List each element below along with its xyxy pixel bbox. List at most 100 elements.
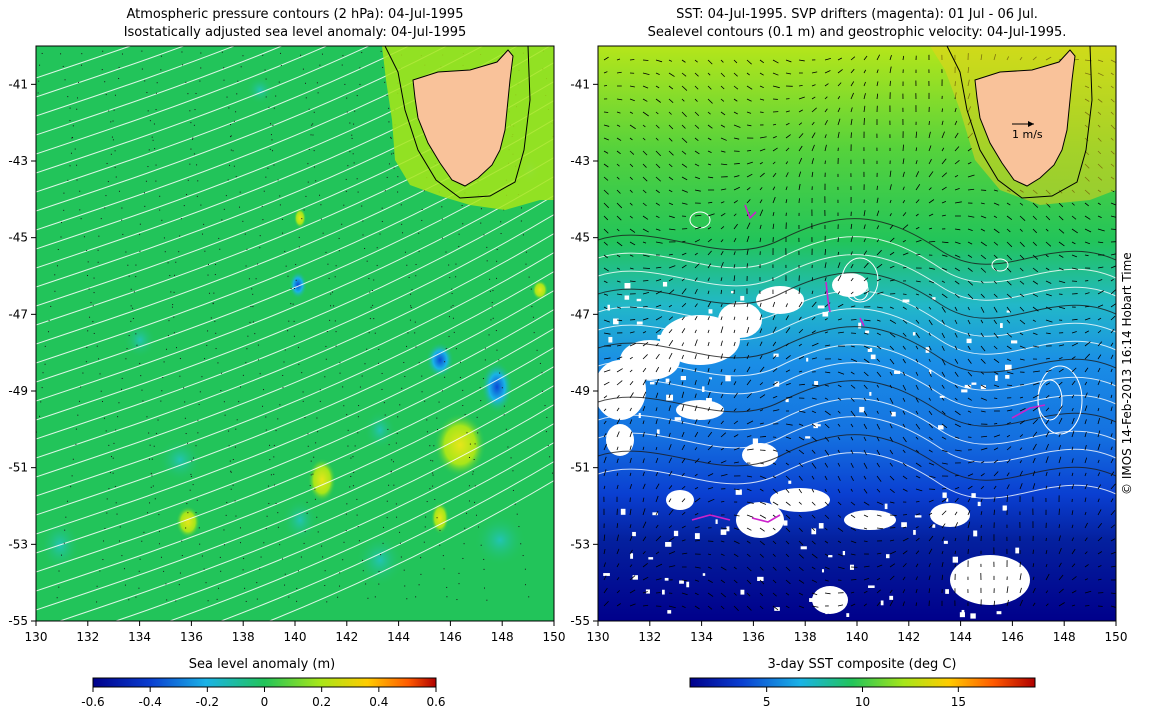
velocity-arrow [772,592,777,597]
velocity-arrow [616,344,622,347]
velocity-arrow [863,105,866,113]
track-dot [148,432,150,434]
velocity-arrow [954,254,961,258]
velocity-arrow [1071,458,1074,464]
velocity-arrow [733,461,739,464]
velocity-arrow [668,163,673,168]
track-dot [273,473,275,475]
track-dot [245,600,247,602]
velocity-arrow [1019,573,1022,581]
velocity-arrow [1058,280,1066,284]
velocity-arrow [798,410,806,413]
velocity-arrow [876,397,879,401]
velocity-arrow [902,171,905,178]
velocity-arrow [629,407,632,412]
track-dot [474,501,476,503]
track-dot [325,345,327,347]
track-dot [533,332,535,334]
track-dot [194,109,196,111]
track-dot [240,542,242,544]
velocity-arrow [668,537,675,542]
track-dot [345,178,347,180]
track-dot [282,232,284,234]
velocity-arrow [902,449,906,453]
velocity-arrow [720,137,727,141]
track-dot [409,319,411,321]
colorbar-tick-label: 0.4 [369,695,388,709]
velocity-arrow [876,488,881,493]
track-dot [345,530,347,532]
track-dot [119,526,121,528]
velocity-arrow [902,514,908,516]
track-dot [220,390,222,392]
x-tick-label: 140 [846,630,869,644]
velocity-arrow [720,381,723,386]
velocity-arrow [785,396,793,399]
track-dot [200,67,202,69]
track-dot [281,558,283,560]
track-dot [33,458,34,459]
track-dot [386,517,388,519]
velocity-arrow [824,475,828,481]
velocity-arrow [915,563,919,568]
velocity-arrow [954,550,957,555]
track-dot [72,136,74,138]
velocity-arrow [655,433,658,438]
track-dot [525,251,527,253]
velocity-arrow [733,592,737,596]
velocity-arrow [733,264,736,269]
velocity-arrow [954,201,962,204]
track-dot [581,378,582,379]
track-dot [252,306,254,308]
velocity-arrow [668,485,673,490]
velocity-arrow [850,56,856,61]
track-dot [313,111,315,113]
track-dot [512,489,514,491]
track-dot [87,330,89,332]
track-dot [293,335,295,337]
velocity-arrow [824,262,827,269]
velocity-arrow [798,316,802,321]
velocity-arrow [837,82,842,87]
track-dot [190,475,192,477]
eddy-contour [991,258,1009,272]
track-dot [158,514,160,516]
track-dot [106,163,108,165]
velocity-arrow [1019,599,1023,607]
velocity-arrow [993,345,998,350]
track-dot [198,527,200,529]
y-tick-label: -55 [570,614,590,628]
track-dot [69,107,71,109]
track-dot [61,221,63,223]
velocity-arrow [993,306,998,313]
velocity-arrow [1071,202,1075,206]
cloud-speck [662,589,665,595]
track-dot [596,501,597,502]
track-dot [265,416,267,418]
cloud-patch [598,360,646,420]
track-dot [455,276,457,278]
y-tick-label: -45 [8,231,28,245]
velocity-arrow [720,566,727,571]
cloud-speck [607,304,610,311]
velocity-arrow [902,589,906,594]
track-dot [206,344,208,346]
velocity-arrow [876,69,879,74]
track-dot [234,446,236,448]
track-dot [351,134,353,136]
track-dot [190,122,192,124]
track-dot [306,501,308,503]
velocity-arrow [1019,408,1026,412]
track-dot [424,400,426,402]
track-dot [307,433,309,435]
velocity-arrow [642,420,645,425]
velocity-arrow [915,537,920,542]
track-dot [567,601,568,602]
track-dot [60,236,62,238]
velocity-arrow [720,277,723,282]
track-dot [235,111,237,113]
track-dot [160,69,162,71]
track-dot [536,349,538,351]
velocity-arrow [1006,371,1014,375]
velocity-arrow [772,605,779,611]
